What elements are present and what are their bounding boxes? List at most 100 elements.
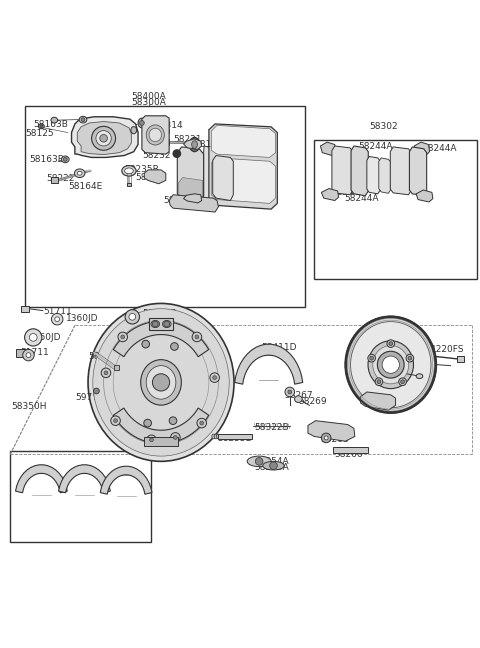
Polygon shape [308,421,355,441]
Circle shape [210,373,219,382]
Ellipse shape [189,137,200,152]
Ellipse shape [162,320,171,328]
Ellipse shape [373,345,408,384]
Text: 58251A: 58251A [158,340,193,349]
Polygon shape [100,467,152,494]
Circle shape [255,457,263,465]
Circle shape [368,354,375,362]
Text: 58244A: 58244A [331,188,365,197]
Circle shape [377,380,381,384]
Circle shape [147,435,156,445]
Bar [51,177,58,183]
Polygon shape [211,158,276,203]
Circle shape [322,433,331,443]
Text: 59775: 59775 [75,393,104,402]
Polygon shape [113,408,209,444]
Polygon shape [322,189,338,200]
Text: 58265: 58265 [368,395,397,404]
Text: 1360JD: 1360JD [29,333,62,342]
Circle shape [153,374,169,391]
Text: 58311A: 58311A [316,430,350,439]
Polygon shape [235,344,303,384]
Text: 58221: 58221 [173,135,202,144]
Circle shape [144,419,152,427]
Ellipse shape [295,396,302,402]
Circle shape [195,335,199,339]
Text: 58164E: 58164E [194,141,229,150]
Circle shape [173,435,177,439]
Bar [163,139,169,145]
Text: 58255B: 58255B [217,434,252,443]
Circle shape [408,356,412,360]
Polygon shape [367,156,380,194]
Text: 58266: 58266 [335,450,363,459]
Circle shape [406,354,414,362]
Ellipse shape [125,168,133,174]
Polygon shape [204,146,215,202]
Text: 58314: 58314 [154,121,182,130]
Circle shape [173,150,180,157]
Circle shape [399,378,407,386]
Polygon shape [183,194,202,203]
Circle shape [26,353,31,358]
Circle shape [200,421,204,425]
Ellipse shape [350,321,431,408]
Text: 1360JD: 1360JD [66,314,99,323]
Text: 58163B: 58163B [29,156,64,165]
Circle shape [111,416,120,426]
Circle shape [150,438,154,442]
Text: 51711: 51711 [20,348,48,357]
Text: 58125: 58125 [25,130,54,139]
Bar [16,349,25,356]
Circle shape [140,121,144,125]
Text: 58244A: 58244A [163,196,197,205]
Circle shape [51,314,63,325]
Ellipse shape [77,171,82,175]
Text: 58244A: 58244A [226,148,260,157]
Ellipse shape [138,118,146,128]
Polygon shape [113,321,209,357]
Text: 58264: 58264 [368,401,397,410]
Text: 58244A: 58244A [359,143,393,152]
Circle shape [125,310,140,324]
Circle shape [142,340,150,348]
Text: 58164E: 58164E [69,182,103,191]
Circle shape [382,356,399,373]
Ellipse shape [122,166,136,176]
Polygon shape [169,195,218,212]
Polygon shape [209,124,277,209]
Circle shape [94,388,99,394]
Ellipse shape [146,125,164,145]
Text: 58252A: 58252A [158,334,193,343]
Polygon shape [360,392,396,410]
Circle shape [55,317,60,321]
Circle shape [114,419,118,422]
Bar [333,447,368,453]
Text: 1220FS: 1220FS [432,345,465,354]
Ellipse shape [88,303,234,461]
Bar [127,183,132,186]
Text: 51711: 51711 [44,307,72,316]
Circle shape [169,417,177,424]
Text: 58254A: 58254A [254,457,289,466]
Ellipse shape [247,456,271,467]
Ellipse shape [79,116,87,123]
Text: 58350H: 58350H [11,402,47,411]
Polygon shape [414,142,430,156]
Ellipse shape [146,365,176,399]
Ellipse shape [192,141,197,148]
Text: 58268: 58268 [321,435,349,445]
Circle shape [101,368,111,378]
Text: 58267: 58267 [284,391,312,400]
Text: 58250D: 58250D [142,315,178,324]
Bar [457,356,464,362]
Circle shape [285,387,295,397]
Polygon shape [351,146,368,196]
Circle shape [213,376,216,380]
Circle shape [104,371,108,375]
Ellipse shape [214,434,218,439]
Polygon shape [332,146,353,195]
Text: 58414: 58414 [403,371,431,380]
Text: 58244A: 58244A [422,145,456,154]
Circle shape [100,135,108,142]
